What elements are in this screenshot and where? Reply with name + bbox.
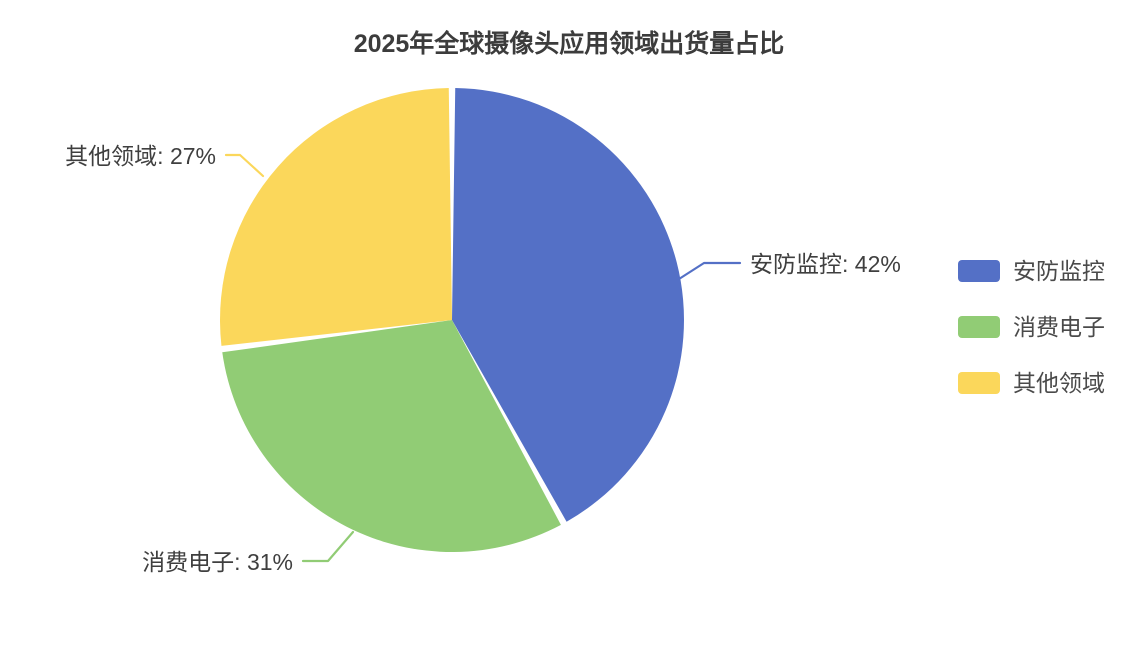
label-leader-lines [224,153,742,563]
legend-label-security: 安防监控 [1013,258,1105,284]
legend-item-others[interactable]: 其他领域 [958,370,1105,396]
data-label-others: 其他领域: 27% [65,143,216,169]
pie-slices [220,88,684,552]
leader-line-security [677,261,742,281]
pie-data-labels: 安防监控: 42% 消费电子: 31% 其他领域: 27% [65,143,901,575]
legend-label-others: 其他领域 [1013,370,1105,396]
legend-item-security[interactable]: 安防监控 [958,258,1105,284]
leader-line-others-consumer [301,530,355,563]
pie-slice-consumer[interactable] [222,320,561,552]
pie-slice-others[interactable] [220,88,452,346]
chart-legend: 安防监控 消费电子 其他领域 [958,258,1105,396]
legend-item-consumer[interactable]: 消费电子 [958,314,1105,340]
legend-swatch-others [958,372,1000,394]
chart-title: 2025年全球摄像头应用领域出货量占比 [354,29,785,58]
data-label-consumer: 消费电子: 31% [142,549,293,575]
legend-swatch-security [958,260,1000,282]
pie-slice-security[interactable] [452,88,684,522]
legend-label-consumer: 消费电子 [1013,314,1105,340]
leader-line-others [224,153,265,178]
legend-swatch-consumer [958,316,1000,338]
data-label-security: 安防监控: 42% [750,251,901,277]
